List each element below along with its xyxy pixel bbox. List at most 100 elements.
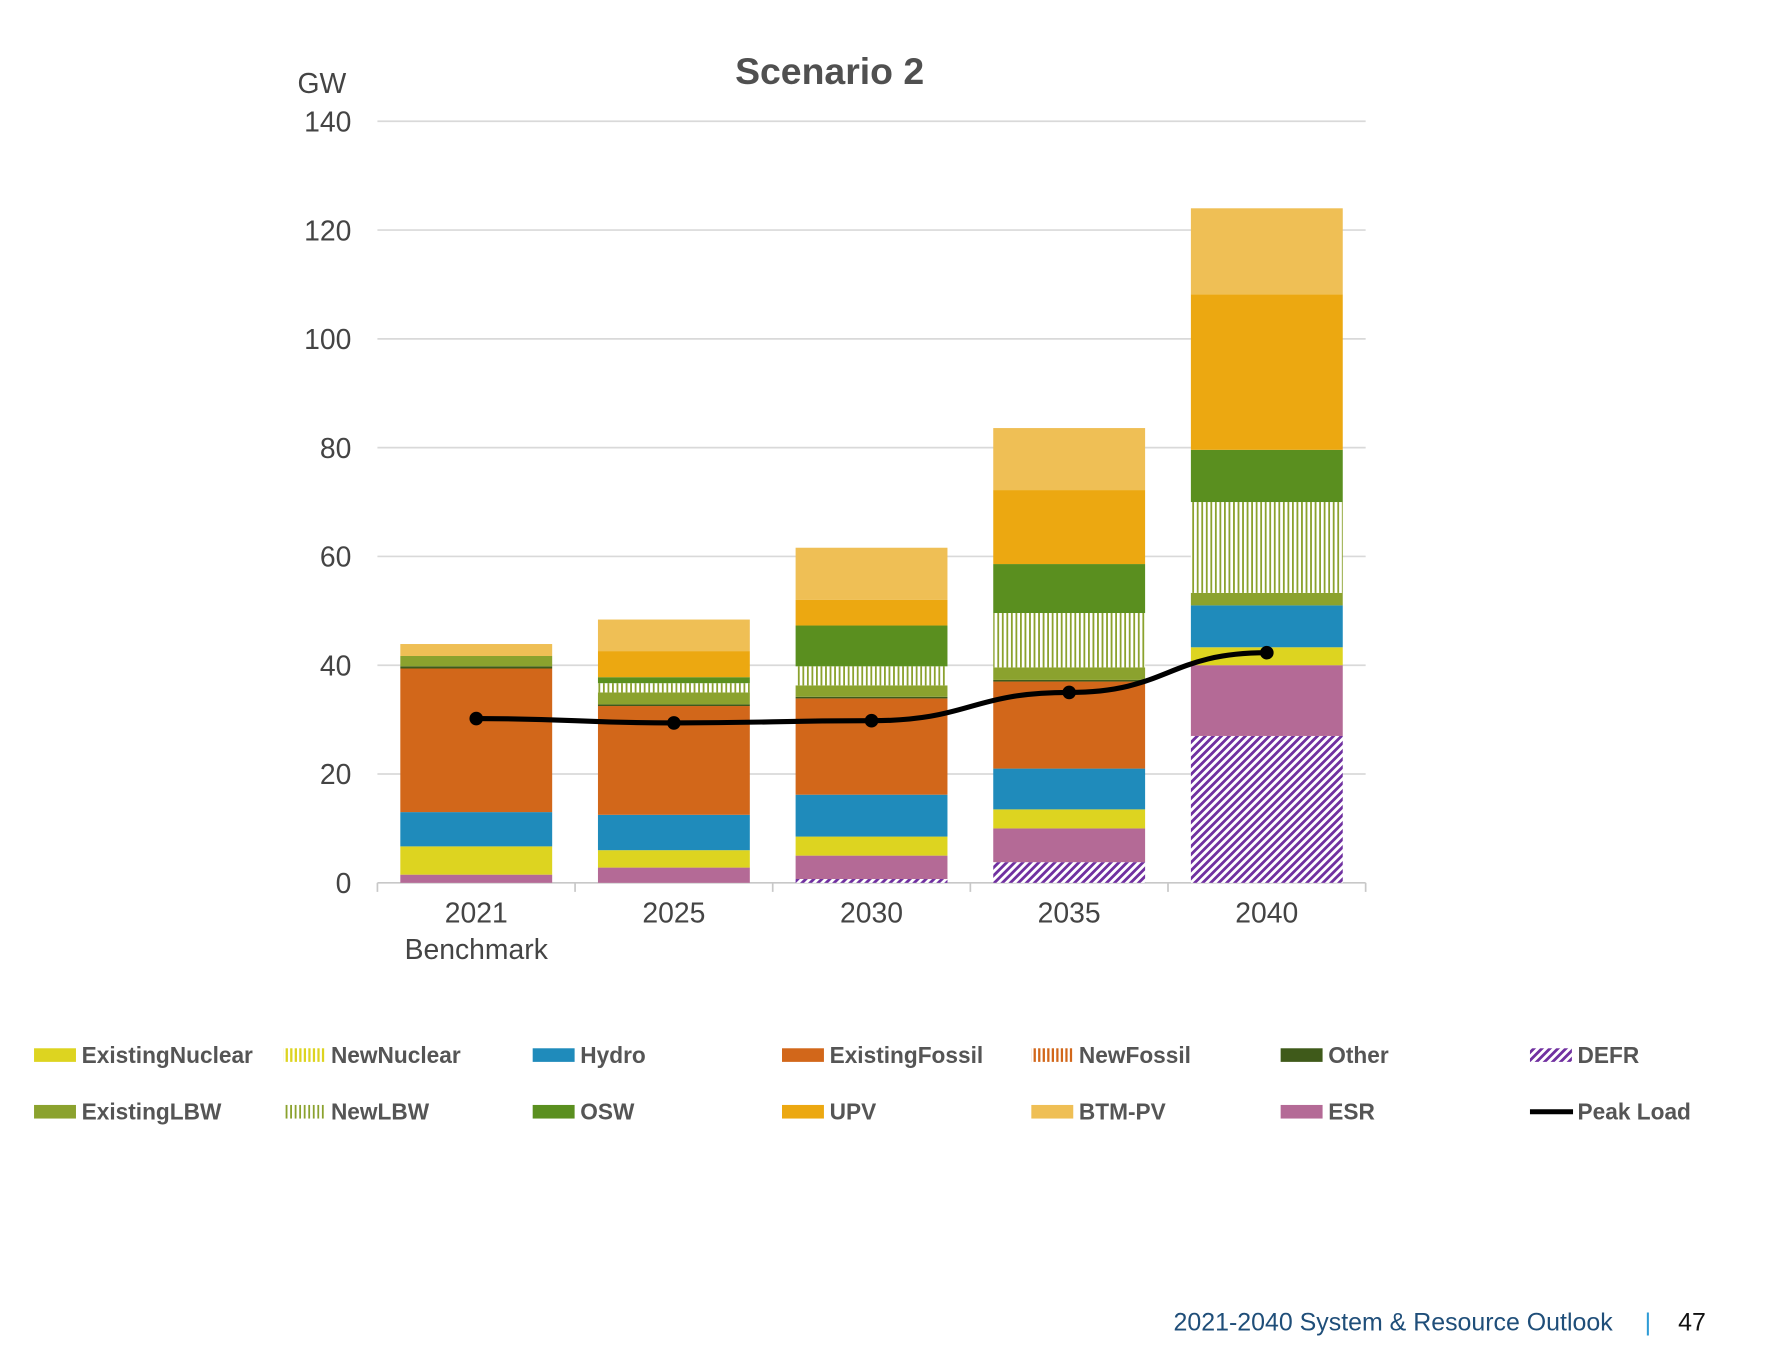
bar-segment-hydro [597, 814, 750, 851]
legend-item-newnuclear: NewNuclear [283, 1042, 461, 1068]
legend-label: UPV [830, 1099, 877, 1125]
legend-item-other: Other [1280, 1042, 1389, 1068]
legend-swatch [782, 1104, 824, 1119]
bar-segment-upv [795, 599, 948, 626]
page-number: 47 [1678, 1308, 1706, 1336]
peak-load-point [1062, 685, 1076, 700]
y-tick-label: 100 [304, 324, 351, 356]
bar-segment-upv [1190, 294, 1343, 450]
legend-item-newlbw: NewLBW [283, 1099, 430, 1125]
bar-segment-upv [993, 490, 1146, 565]
legend-item-defr: DEFR [1529, 1042, 1640, 1068]
y-tick-label: 0 [336, 868, 352, 900]
legend-swatch [34, 1048, 76, 1062]
bar-segment-newlbw [795, 666, 948, 686]
y-tick-label: 120 [304, 215, 351, 247]
y-axis-label: GW [298, 68, 347, 100]
bar-segment-newlbw [597, 683, 750, 693]
bar-segment-existinglbw [1190, 592, 1343, 606]
bar-segment-esr [1190, 665, 1343, 736]
bar-segment-btm-pv [597, 619, 750, 652]
legend-swatch [283, 1048, 326, 1062]
bar-segment-existingnuclear [597, 850, 750, 868]
legend-swatch [1529, 1048, 1572, 1062]
bar-segment-upv [597, 651, 750, 678]
bar-segment-hydro [993, 768, 1146, 810]
legend-label: ESR [1328, 1099, 1375, 1125]
bar-segment-osw [1190, 449, 1343, 503]
legend-swatch [283, 1104, 326, 1119]
bar-segment-btm-pv [795, 547, 948, 600]
bar-segment-btm-pv [400, 644, 553, 656]
bar-segment-existingnuclear [400, 846, 553, 875]
legend-swatch [1280, 1048, 1323, 1062]
bar-segment-existinglbw [597, 692, 750, 705]
legend-label: Hydro [580, 1042, 645, 1068]
x-tick-label: 2025 [642, 897, 705, 929]
bar-segment-osw [597, 677, 750, 684]
legend-swatch [532, 1048, 575, 1062]
legend-item-peak load: Peak Load [1529, 1099, 1691, 1125]
legend-label: ExistingNuclear [82, 1042, 253, 1068]
legend-swatch [532, 1104, 575, 1119]
bar-segment-other [795, 696, 948, 699]
y-tick-label: 40 [320, 650, 352, 682]
legend-item-osw: OSW [532, 1099, 635, 1125]
legend-swatch [1031, 1104, 1074, 1119]
legend-label: NewLBW [331, 1099, 430, 1125]
legend-item-btm-pv: BTM-PV [1031, 1099, 1166, 1125]
x-tick-label: Benchmark [405, 934, 549, 966]
legend-label: OSW [580, 1099, 635, 1125]
x-tick-label: 2030 [840, 897, 903, 929]
legend-label: DEFR [1578, 1042, 1640, 1068]
bar-segment-hydro [1190, 605, 1343, 648]
legend-swatch [782, 1048, 824, 1062]
legend-item-existinglbw: ExistingLBW [34, 1099, 222, 1125]
legend-item-upv: UPV [782, 1099, 876, 1125]
bar-segment-osw [795, 625, 948, 667]
legend-label: Other [1328, 1042, 1389, 1068]
bar-segment-existingfossil [400, 668, 553, 813]
x-tick-label: 2021 [445, 897, 508, 929]
legend-label: ExistingLBW [82, 1099, 222, 1125]
bar-segment-btm-pv [1190, 208, 1343, 295]
y-tick-label: 80 [320, 433, 352, 465]
bar-segment-esr [597, 867, 750, 883]
bar-segment-existingnuclear [795, 836, 948, 856]
peak-load-point [864, 713, 879, 728]
bar-segment-existinglbw [993, 667, 1146, 680]
footer-separator: | [1645, 1308, 1651, 1336]
bar-segment-esr [993, 828, 1146, 863]
bar-segment-defr [1190, 735, 1343, 883]
legend-item-newfossil: NewFossil [1031, 1042, 1191, 1068]
bar-segment-hydro [795, 794, 948, 837]
chart-title: Scenario 2 [735, 50, 924, 92]
bar-segment-existinglbw [795, 685, 948, 697]
bar-segment-hydro [400, 812, 553, 847]
bar-segment-other [993, 679, 1146, 682]
peak-load-point [1260, 645, 1274, 660]
legend-item-existingfossil: ExistingFossil [782, 1042, 983, 1068]
bar-segment-newlbw [993, 613, 1146, 668]
legend-item-existingnuclear: ExistingNuclear [34, 1042, 253, 1068]
bar-segment-existinglbw [400, 655, 553, 667]
legend-swatch [34, 1104, 76, 1119]
bar-segment-esr [400, 874, 553, 883]
bar-segment-existingnuclear [993, 809, 1146, 829]
bar-segment-esr [795, 855, 948, 880]
legend-swatch [1031, 1048, 1074, 1062]
bar-segment-defr [993, 862, 1146, 883]
peak-load-point [469, 711, 484, 726]
legend-item-esr: ESR [1280, 1099, 1375, 1125]
y-tick-label: 140 [304, 106, 351, 138]
bar-segment-other [400, 666, 553, 669]
legend-label: NewFossil [1079, 1042, 1191, 1068]
x-tick-label: 2040 [1235, 897, 1298, 929]
bar-segment-existingfossil [795, 698, 948, 795]
legend-item-hydro: Hydro [532, 1042, 646, 1068]
bar-segment-newlbw [1190, 502, 1343, 593]
bar-segment-btm-pv [993, 428, 1146, 491]
y-tick-label: 20 [320, 759, 352, 791]
legend-label: Peak Load [1578, 1099, 1691, 1125]
bar-segment-other [597, 704, 750, 707]
